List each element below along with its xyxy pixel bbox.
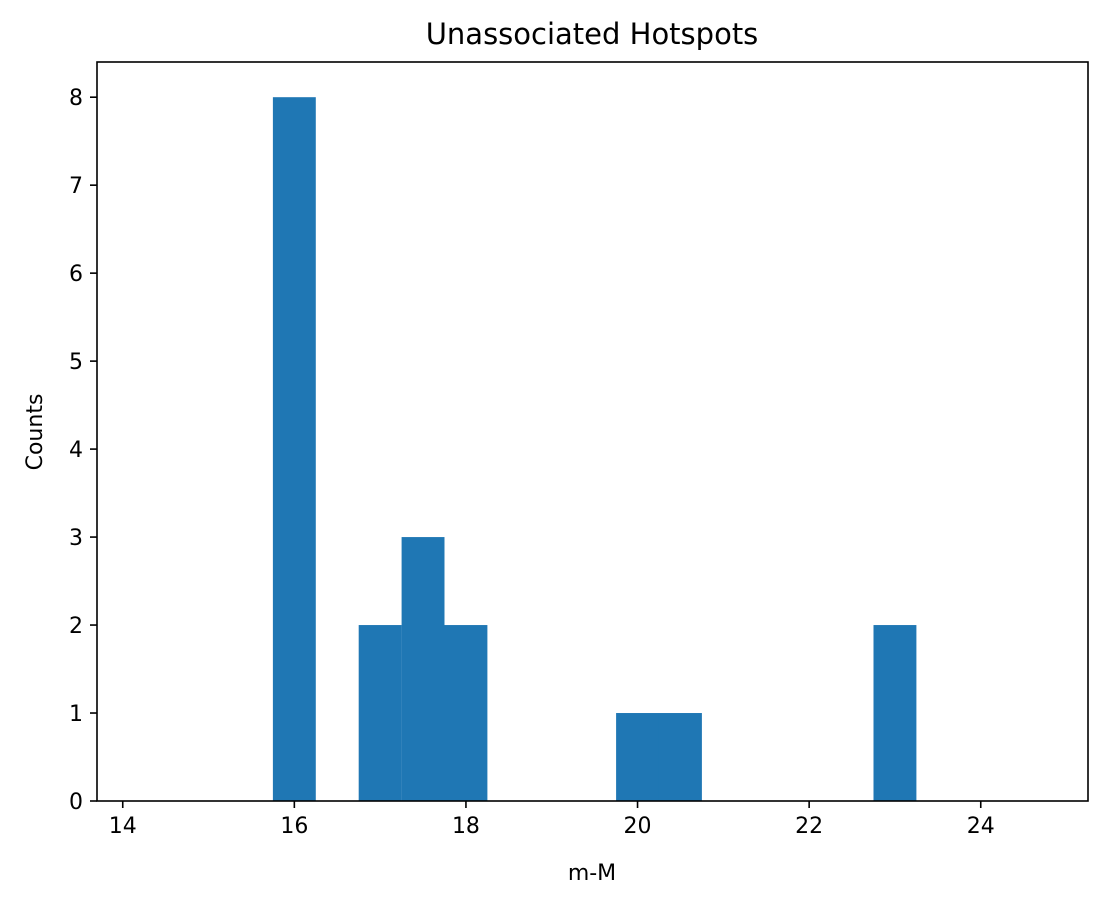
y-tick-label: 7 — [69, 174, 83, 199]
y-tick-label: 6 — [69, 262, 83, 287]
x-tick-label: 18 — [452, 814, 480, 839]
x-tick-label: 16 — [280, 814, 308, 839]
y-tick-label: 2 — [69, 614, 83, 639]
histogram-bar — [616, 713, 659, 801]
y-tick-label: 3 — [69, 526, 83, 551]
chart-title: Unassociated Hotspots — [426, 17, 759, 51]
x-tick-label: 20 — [624, 814, 652, 839]
histogram-bar — [272, 97, 316, 801]
y-tick-label: 4 — [69, 438, 83, 463]
y-tick-label: 8 — [69, 86, 83, 111]
y-tick-label: 1 — [69, 702, 83, 727]
x-tick-label: 14 — [109, 814, 137, 839]
x-tick-label: 24 — [967, 814, 995, 839]
x-axis-label: m-M — [568, 861, 616, 886]
histogram-bar — [658, 713, 702, 801]
histogram-bar — [358, 625, 402, 801]
x-axis-ticks: 14 16 18 20 22 24 — [109, 801, 995, 839]
y-tick-label: 5 — [69, 350, 83, 375]
histogram-bar — [873, 625, 917, 801]
histogram-bar — [444, 625, 488, 801]
histogram-bar — [401, 537, 445, 801]
bars-layer — [272, 97, 917, 801]
y-tick-label: 0 — [69, 790, 83, 815]
x-tick-label: 22 — [795, 814, 823, 839]
y-axis-label: Counts — [23, 394, 48, 471]
plot-frame — [96, 61, 1089, 802]
y-axis-ticks: 0 1 2 3 4 5 6 7 8 — [69, 86, 97, 815]
